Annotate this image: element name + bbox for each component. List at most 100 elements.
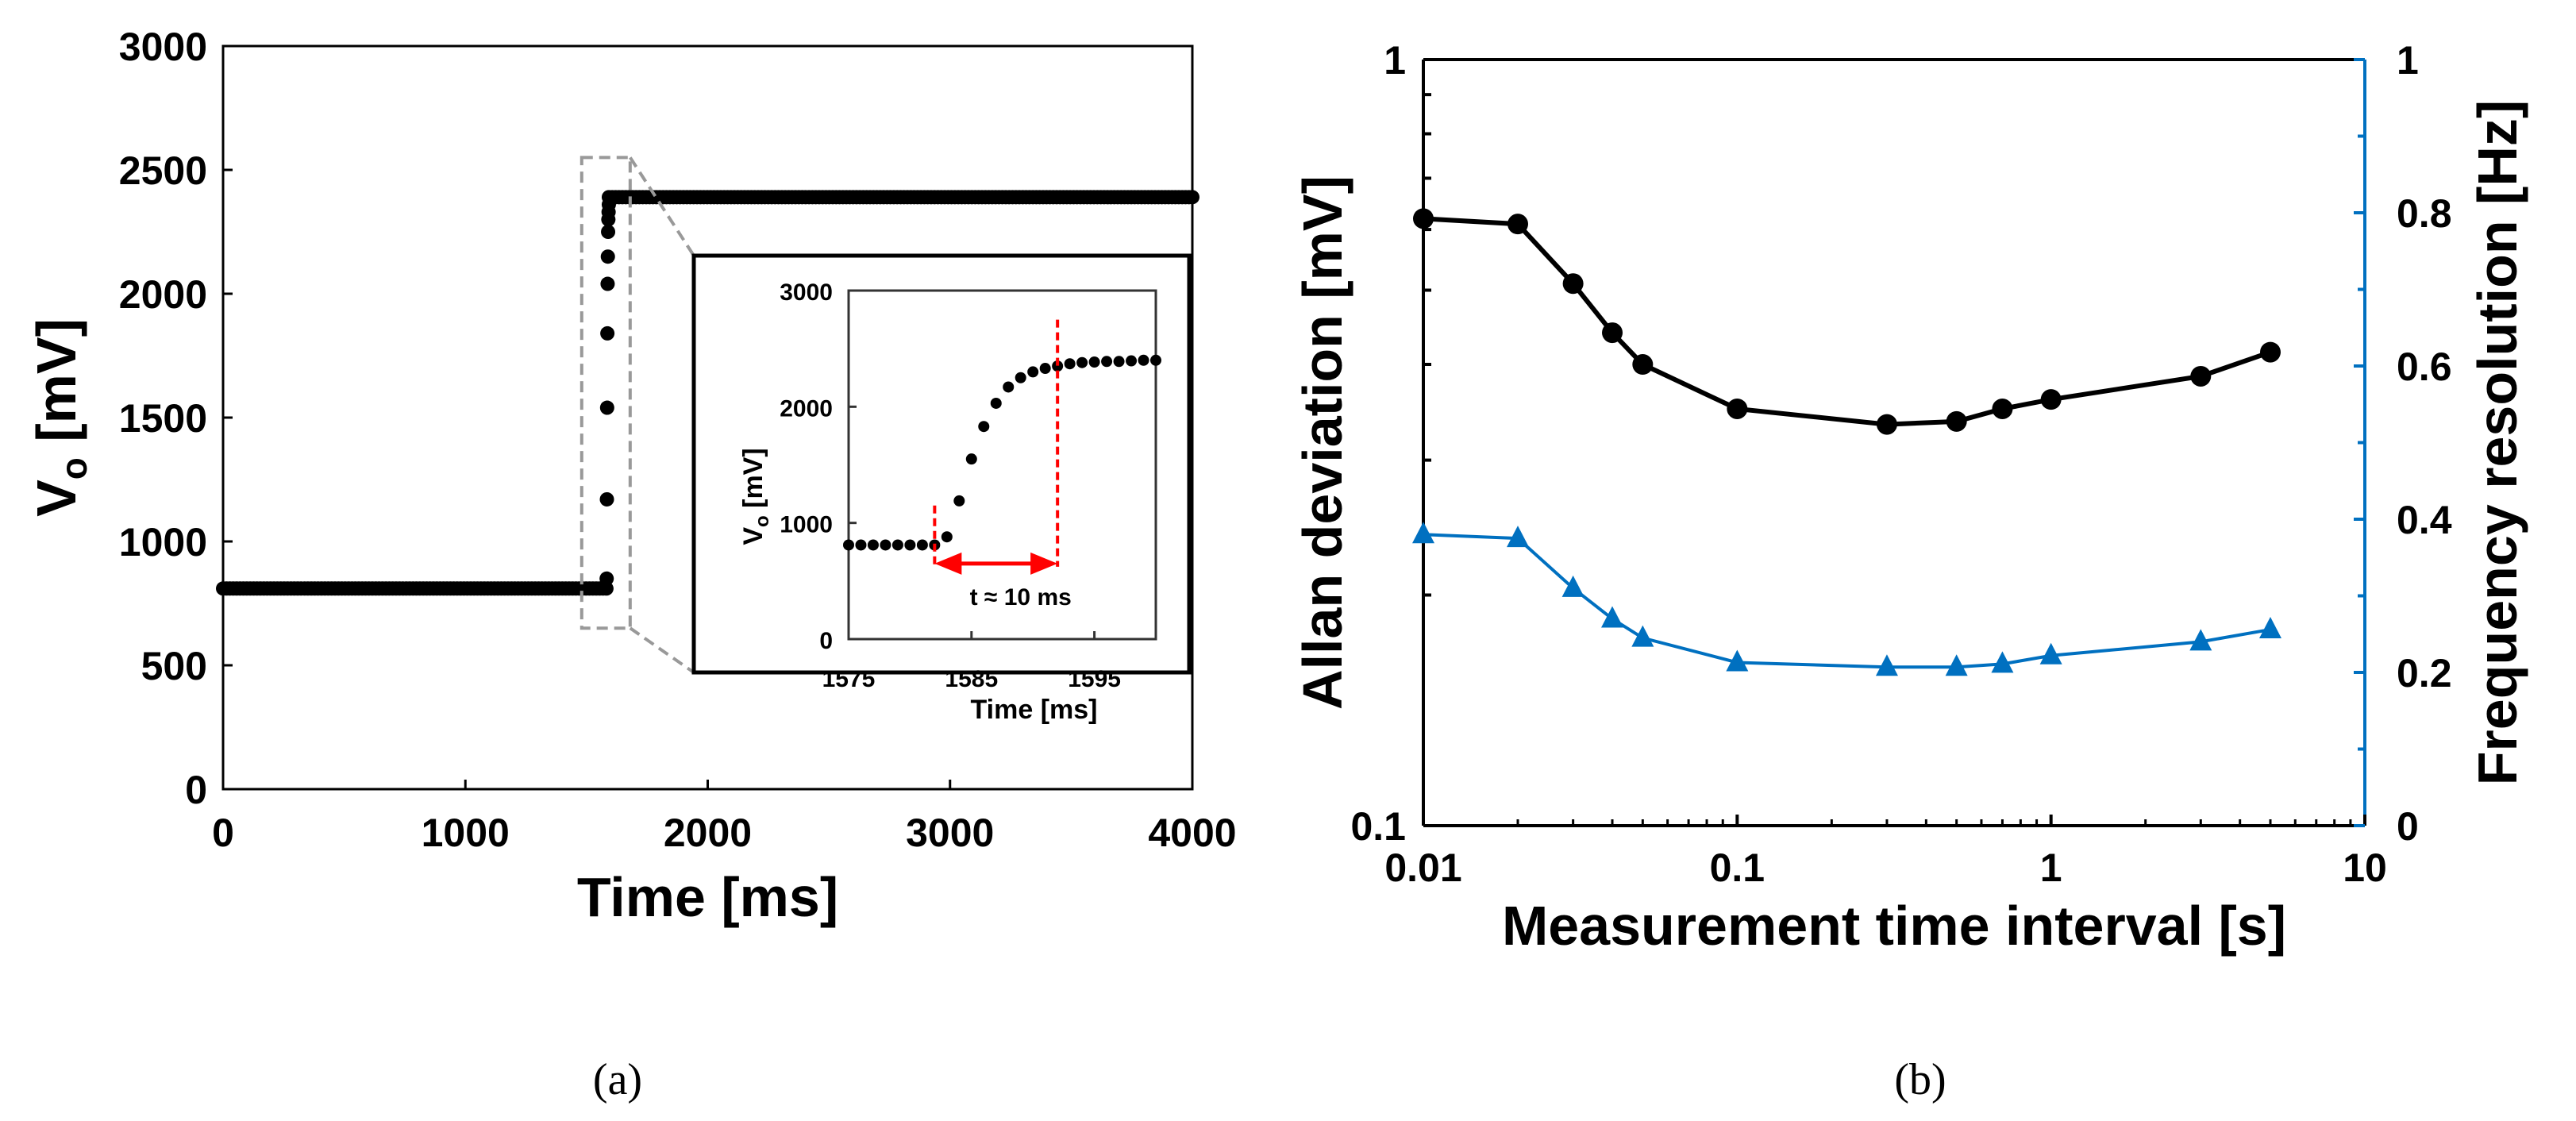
triangle-marker — [2039, 642, 2062, 665]
y-tick-label: 0 — [185, 768, 207, 812]
data-point — [1185, 190, 1199, 205]
inset-data-point — [916, 539, 928, 551]
triangle-marker — [1631, 625, 1654, 647]
y-tick-label: 500 — [141, 644, 207, 688]
right-y-tick-label: 1 — [2397, 38, 2419, 83]
right-y-tick-label: 0.2 — [2397, 651, 2452, 695]
triangle-marker — [1726, 649, 1749, 672]
inset-data-point — [990, 397, 1002, 409]
triangle-marker — [2258, 616, 2281, 638]
inset-data-point — [855, 539, 867, 551]
arrow-head-left — [934, 552, 962, 575]
y-tick-label: 3000 — [119, 25, 207, 69]
inset-y-tick-label: 2000 — [780, 395, 833, 422]
x-tick-label: 4000 — [1148, 811, 1236, 855]
circle-marker — [1876, 414, 1897, 435]
inset-data-point — [1003, 381, 1015, 393]
x-tick-label: 0.1 — [1710, 846, 1765, 890]
inset-data-point — [1052, 360, 1064, 372]
inset-y-title-unit: [mV] — [738, 448, 768, 515]
right-y-tick-label: 0.6 — [2397, 345, 2452, 389]
right-y-tick-label: 0.8 — [2397, 191, 2452, 236]
left-y-tick-label: 1 — [1384, 38, 1406, 83]
x-axis-title: Measurement time interval [s] — [1502, 895, 2286, 957]
inset-data-point — [1101, 356, 1113, 368]
x-tick-label: 1000 — [422, 811, 510, 855]
data-point — [599, 581, 614, 596]
inset-data-point — [953, 495, 965, 507]
inset-data-point — [1150, 354, 1161, 366]
inset-data-point — [1076, 356, 1088, 368]
circle-marker — [1602, 322, 1623, 344]
circle-marker — [2259, 341, 2281, 363]
inset-y-title-sub: o — [752, 515, 773, 527]
inset-data-point — [1126, 355, 1138, 367]
inset-x-axis-title: Time [ms] — [971, 695, 1098, 725]
y-title-sub: o — [53, 457, 94, 480]
circle-marker — [1413, 208, 1434, 229]
inset-frame — [691, 253, 1192, 675]
circle-marker — [1727, 398, 1748, 419]
y-axis-title: Vo [mV] — [25, 318, 94, 517]
circle-marker — [1507, 214, 1529, 235]
x-tick-label: 10 — [2343, 846, 2387, 890]
triangle-marker — [1601, 606, 1624, 628]
x-tick-label: 0 — [212, 811, 234, 855]
inset-data-point — [1138, 354, 1149, 366]
inset-data-point — [1015, 372, 1026, 383]
caption-b: (b) — [1894, 1055, 1946, 1104]
inset-data-point — [1064, 358, 1076, 370]
inset-data-point — [941, 531, 953, 543]
inset-x-tick-label: 1585 — [945, 666, 998, 692]
left-y-axis-title: Allan deviation [mV] — [1292, 175, 1353, 710]
triangle-marker — [1507, 526, 1530, 548]
inset-y-axis-title: Vo [mV] — [738, 448, 773, 545]
inset-data-point — [904, 539, 916, 551]
inset-data-point — [978, 421, 990, 433]
inset-x-tick-label: 1575 — [822, 666, 876, 692]
duration-annotation: t ≈ 10 ms — [970, 584, 1072, 611]
circle-marker — [1992, 398, 2013, 419]
inset-data-point — [1039, 363, 1051, 375]
x-tick-label: 2000 — [664, 811, 752, 855]
inset-y-tick-label: 0 — [819, 628, 833, 654]
zoom-connector — [629, 626, 695, 674]
circle-marker — [2040, 389, 2062, 410]
zoom-region-box — [580, 156, 632, 630]
triangle-marker — [1991, 651, 2014, 673]
inset-y-tick-label: 3000 — [780, 279, 833, 306]
circle-marker — [2190, 365, 2212, 387]
data-point — [600, 326, 615, 341]
triangle-marker — [1875, 654, 1898, 676]
inset-data-point — [1088, 356, 1100, 368]
y-tick-label: 1000 — [119, 520, 207, 564]
data-point — [599, 491, 614, 507]
y-title-main: V — [25, 480, 87, 517]
data-point — [601, 225, 616, 239]
data-point — [600, 276, 615, 291]
right-y-axis-title: Frequency resolution [Hz] — [2466, 100, 2528, 785]
inset-data-point — [867, 539, 879, 551]
x-tick-label: 3000 — [906, 811, 994, 855]
x-axis-title: Time [ms] — [577, 866, 838, 928]
inset-data-point — [965, 453, 977, 465]
triangle-marker — [1945, 654, 1968, 676]
y-title-unit: [mV] — [25, 318, 87, 457]
y-tick-label: 1500 — [119, 396, 207, 441]
y-tick-label: 2000 — [119, 272, 207, 317]
left-y-tick-label: 0.1 — [1350, 804, 1406, 849]
x-tick-label: 1 — [2040, 846, 2062, 890]
data-point — [599, 571, 614, 586]
inset-data-point — [843, 539, 854, 551]
y-tick-label: 2500 — [119, 148, 207, 193]
inset-x-tick-label: 1595 — [1068, 666, 1121, 692]
inset-plot-frame — [847, 289, 1157, 641]
circle-marker — [1562, 273, 1584, 295]
arrow-head-right — [1030, 552, 1058, 575]
inset-data-point — [891, 539, 903, 551]
inset-data-point — [1027, 366, 1039, 378]
inset-y-tick-label: 1000 — [780, 512, 833, 538]
data-point — [600, 249, 615, 264]
series-line-right — [1423, 533, 2271, 669]
